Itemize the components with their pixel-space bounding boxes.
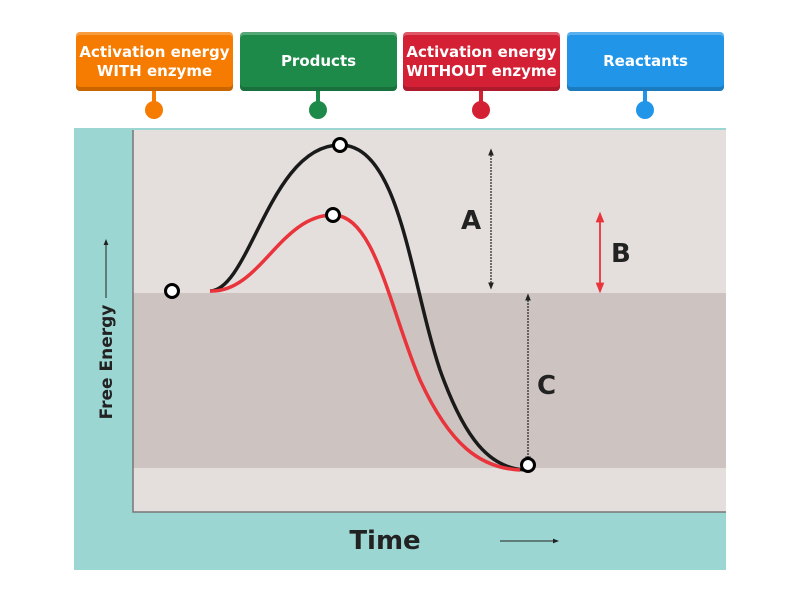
y-axis-label: Free Energy <box>97 305 117 420</box>
pin-stem <box>316 91 320 105</box>
letter-a: A <box>461 206 481 236</box>
uncatalyzed-curve <box>209 143 526 472</box>
drag-pin[interactable] <box>472 101 490 119</box>
drop-target-uncatalyzed-peak[interactable] <box>332 137 348 153</box>
pin-stem <box>479 91 483 105</box>
letter-c: C <box>537 371 556 401</box>
drop-target-reactants-level[interactable] <box>164 283 180 299</box>
pin-stem <box>643 91 647 105</box>
label-activation-without-enzyme[interactable]: Activation energy WITHOUT enzyme <box>403 32 560 91</box>
label-text: Reactants <box>603 52 688 70</box>
label-activation-with-enzyme[interactable]: Activation energy WITH enzyme <box>76 32 233 91</box>
drop-target-catalyzed-peak[interactable] <box>325 207 341 223</box>
drop-target-products-level[interactable] <box>520 457 536 473</box>
axes <box>132 130 726 513</box>
catalyzed-curve <box>209 213 521 472</box>
energy-band <box>133 293 726 468</box>
label-products[interactable]: Products <box>240 32 397 91</box>
label-text: Products <box>280 52 357 70</box>
drag-pin[interactable] <box>636 101 654 119</box>
drag-pin[interactable] <box>309 101 327 119</box>
pin-stem <box>152 91 156 105</box>
drag-pin[interactable] <box>145 101 163 119</box>
letter-b: B <box>611 239 631 269</box>
x-axis-label: Time <box>349 526 420 556</box>
energy-diagram: A B C Free Energy Time <box>74 128 726 570</box>
label-text: Activation energy WITH enzyme <box>79 42 230 80</box>
label-reactants[interactable]: Reactants <box>567 32 724 91</box>
label-text: Activation energy WITHOUT enzyme <box>406 42 557 80</box>
